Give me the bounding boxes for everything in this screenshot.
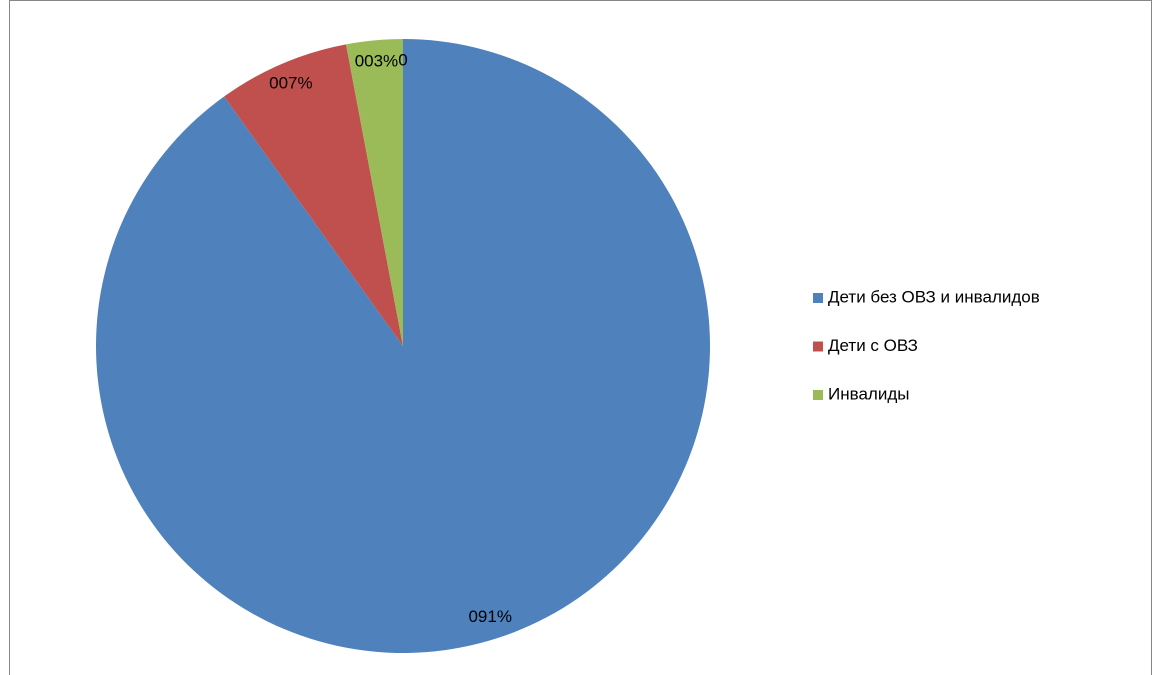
pie-slice [346,39,403,346]
data-label: 091% [468,607,511,626]
data-label: 003% [355,52,398,71]
legend-swatch [813,390,823,400]
legend-swatch [813,293,823,303]
legend-label: Дети без ОВЗ и инвалидов [828,287,1040,306]
legend-label: Инвалиды [828,384,909,403]
data-label: 007% [269,73,312,92]
pie-slice [224,44,403,346]
data-label: 0 [398,50,407,69]
legend-swatch [813,341,823,352]
legend-label: Дети с ОВЗ [828,336,918,355]
